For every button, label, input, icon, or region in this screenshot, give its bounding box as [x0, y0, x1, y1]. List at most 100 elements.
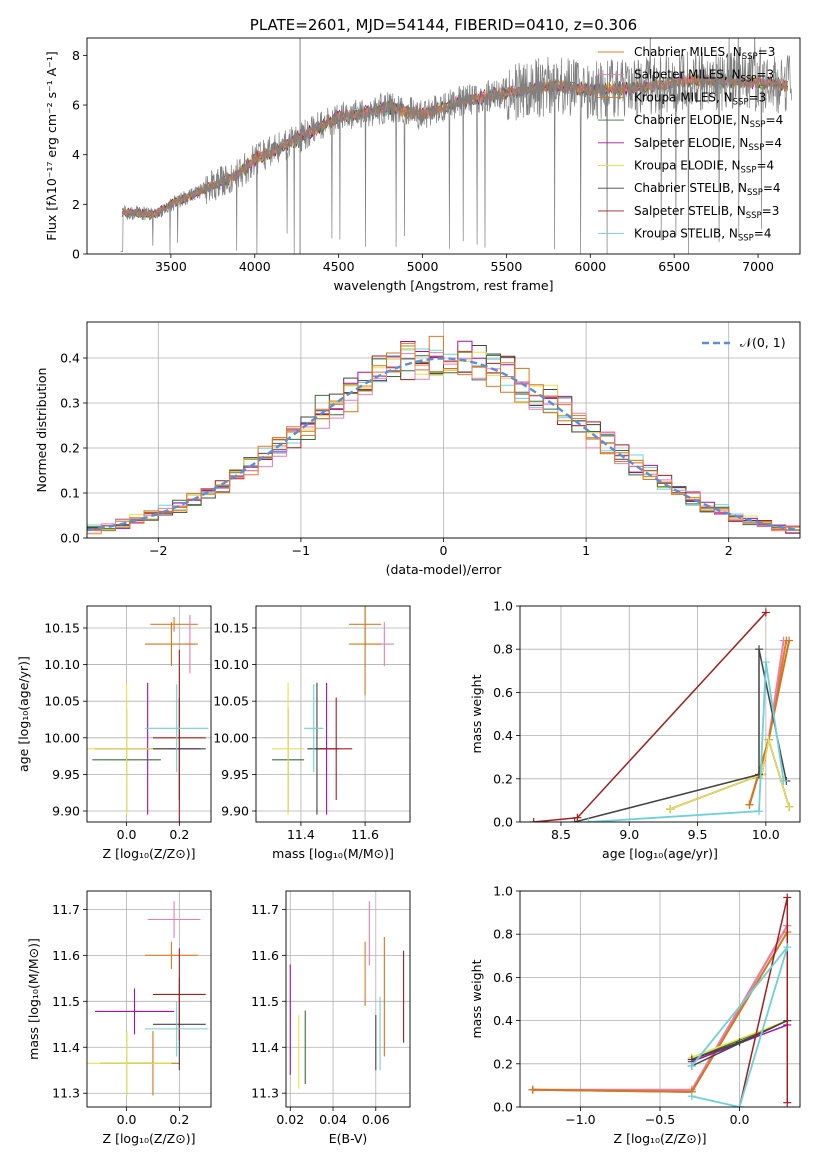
chart-title: PLATE=2601, MJD=54144, FIBERID=0410, z=0…	[250, 16, 637, 34]
frame-mass_vs_EBV: 0.02 0.04 0.06 11.3 11.4 11.5 11.6 11.7 E(B-V)	[251, 890, 411, 1146]
legend-count: =4	[766, 113, 784, 127]
x-tick-label: 5000	[407, 259, 439, 274]
axes-spectrum	[120, 38, 792, 254]
y-tick-label: 0.2	[493, 1056, 513, 1071]
x-tick-label: 6000	[574, 259, 606, 274]
y-tick-label: 10.05	[213, 694, 249, 709]
axes-frame	[86, 37, 801, 255]
x-axis-label: (data-model)/error	[386, 562, 503, 577]
y-tick-label: 0.8	[493, 927, 513, 942]
weight-series-line	[574, 649, 788, 822]
y-tick-label: 0.0	[493, 815, 513, 830]
x-tick-label: 0.04	[319, 1112, 347, 1127]
x-tick-label: 0.02	[276, 1112, 304, 1127]
y-tick-label: 10.00	[44, 730, 80, 745]
plot-area	[87, 335, 800, 535]
y-tick-label: 0.0	[493, 1100, 513, 1115]
legend-text: Kroupa MILES, N	[634, 90, 733, 104]
legend-label: 𝒩(0, 1)	[740, 335, 786, 350]
frame-age_vs_mass: 11.4 11.6 9.90 9.95 10.00 10.05 10.10 10.15 mass…	[213, 605, 411, 861]
frame-mass_vs_Z: 0.0 0.2 11.3 11.4 11.5 11.6 11.7 Z [log₁₀(Z/Z⊙)…	[26, 890, 212, 1146]
y-tick-label: 11.4	[251, 1040, 279, 1055]
x-tick-label: 10.0	[752, 827, 780, 842]
y-axis-label: mass weight	[469, 959, 484, 1038]
y-tick-label: 0.2	[60, 441, 80, 456]
y-tick-label: 0.4	[493, 1013, 513, 1028]
y-tick-label: 0.0	[60, 531, 80, 546]
weight-series-line	[738, 897, 789, 1107]
legend-subscript: SSP	[741, 75, 757, 85]
x-tick-label: 1	[582, 543, 590, 558]
y-tick-label: 10.10	[44, 657, 80, 672]
y-tick-label: 0.6	[493, 970, 513, 985]
frame-weight_vs_age: 8.5 9.0 9.5 10.0 0.0 0.2 0.4 0.6 0.8 1.0 age [log₁…	[469, 599, 801, 861]
y-axis-label: Flux [fλ10⁻¹⁷ erg cm⁻² s⁻¹ A⁻¹]	[44, 51, 59, 240]
weight-series-line	[588, 662, 785, 822]
legend-text: Chabrier MILES, N	[634, 45, 742, 59]
legend-subscript: SSP	[747, 188, 763, 198]
legend-label: Chabrier MILES, NSSP=3	[634, 45, 775, 62]
y-tick-label: 8	[72, 48, 80, 63]
plot-area	[87, 901, 209, 1096]
weight-series-line	[533, 611, 767, 822]
x-tick-label: 4500	[323, 259, 355, 274]
legend-label: Kroupa MILES, NSSP=3	[634, 90, 766, 107]
y-tick-label: 0.4	[60, 351, 80, 366]
y-tick-label: 0.4	[493, 728, 513, 743]
axes-mass_vs_EBV	[286, 891, 410, 1107]
x-tick-label: 0.2	[169, 827, 189, 842]
axes-weight_vs_Z	[520, 890, 800, 1108]
y-tick-label: 11.5	[52, 994, 80, 1009]
x-tick-label: −2	[149, 543, 167, 558]
frame-weight_vs_Z: −1.0 −0.5 0.0 0.0 0.2 0.4 0.6 0.8 1.0 Z [log₁₀(Z/…	[469, 884, 801, 1146]
legend-subscript: SSP	[742, 52, 758, 62]
axes-frame	[255, 605, 411, 823]
y-tick-label: 10.00	[213, 730, 249, 745]
frame-spectrum: 3500 4000 4500 5000 5500 6000 6500 7000 0 2 4 6 8 wav…	[44, 16, 801, 293]
legend-text: Kroupa ELODIE, N	[634, 159, 741, 173]
legend-label: Salpeter ELODIE, NSSP=4	[634, 136, 782, 153]
x-axis-label: Z [log₁₀(Z/Z⊙)]	[103, 1131, 196, 1146]
axes-age_vs_mass	[256, 606, 410, 822]
legend-subscript: SSP	[733, 97, 749, 107]
frame-residuals: −2 −1 0 1 2 0.0 0.1 0.2 0.3 0.4 (data-model)/error…	[34, 321, 801, 577]
legend-count: =4	[756, 159, 774, 173]
axes-residuals	[87, 322, 800, 539]
legend-count: =3	[749, 90, 767, 104]
y-tick-label: 2	[72, 197, 80, 212]
y-tick-label: 1.0	[493, 884, 513, 899]
legend-count: =4	[754, 227, 772, 241]
legend-text: Salpeter STELIB, N	[634, 204, 746, 218]
x-tick-label: −1	[292, 543, 310, 558]
gaussian-curve	[87, 357, 798, 532]
y-tick-label: 10.10	[213, 657, 249, 672]
legend-label: Chabrier ELODIE, NSSP=4	[634, 113, 783, 130]
y-tick-label: 9.95	[52, 767, 80, 782]
x-axis-label: E(B-V)	[329, 1131, 368, 1146]
y-axis-label: mass [log₁₀(M/M⊙)]	[26, 938, 41, 1060]
y-tick-label: 11.3	[52, 1086, 80, 1101]
x-tick-label: 0.06	[362, 1112, 390, 1127]
x-tick-label: 4000	[239, 259, 271, 274]
y-tick-label: 1.0	[493, 599, 513, 614]
weight-series-line	[669, 739, 790, 810]
axes-mass_vs_Z	[87, 891, 211, 1107]
y-tick-label: 11.6	[251, 948, 279, 963]
y-axis-label: Normed distribution	[34, 368, 49, 493]
x-tick-label: 0.2	[169, 1112, 189, 1127]
x-tick-label: 0.0	[117, 827, 137, 842]
legend-subscript: SSP	[746, 211, 762, 221]
x-axis-label: wavelength [Angstrom, rest frame]	[333, 278, 553, 293]
y-tick-label: 0.3	[60, 396, 80, 411]
x-axis-label: Z [log₁₀(Z/Z⊙)]	[103, 846, 196, 861]
x-tick-label: 9.5	[688, 827, 708, 842]
y-tick-label: 10.05	[44, 694, 80, 709]
legend-label: Salpeter MILES, NSSP=3	[634, 68, 774, 85]
plot-area	[87, 614, 209, 822]
y-tick-label: 11.5	[251, 994, 279, 1009]
y-tick-label: 10.15	[44, 620, 80, 635]
legend-label: Salpeter STELIB, NSSP=3	[634, 204, 779, 221]
x-tick-label: 7000	[742, 259, 774, 274]
x-tick-label: 11.4	[287, 827, 315, 842]
